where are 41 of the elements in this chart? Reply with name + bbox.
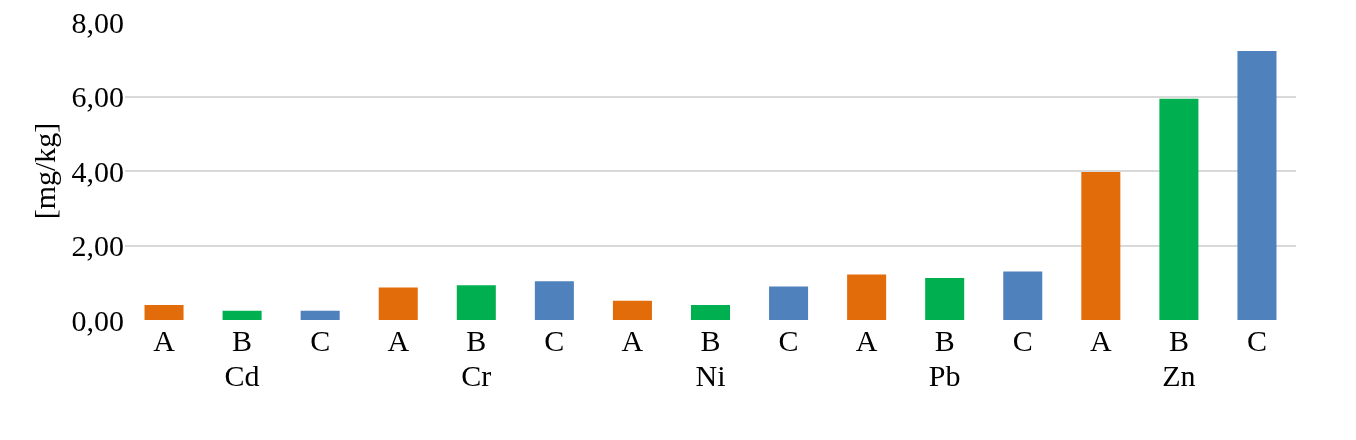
text: B — [700, 324, 721, 357]
text: C — [1246, 324, 1267, 357]
text: B — [934, 324, 955, 357]
bar — [534, 281, 574, 320]
bar — [1081, 172, 1121, 320]
x-tick-label: Pb — [928, 359, 961, 392]
bar — [612, 300, 652, 320]
x-tick-label: Cd — [224, 359, 260, 392]
y-tick-label: 4,00 — [71, 154, 124, 188]
text: C — [778, 324, 799, 357]
text: C — [544, 324, 565, 357]
y-axis-title: [mg/kg] — [28, 122, 61, 220]
bar — [456, 285, 496, 320]
text: A — [855, 324, 878, 357]
text: B — [466, 324, 487, 357]
text: A — [621, 324, 644, 357]
series-label: B — [232, 324, 253, 357]
x-tick-label: Zn — [1162, 359, 1196, 392]
bar — [144, 305, 184, 320]
text: A — [387, 324, 410, 357]
bar — [1237, 51, 1277, 320]
x-tick-label: Ni — [695, 359, 726, 392]
bar — [222, 310, 262, 320]
text: A — [1089, 324, 1112, 357]
x-tick-label: Cr — [461, 359, 492, 392]
y-tick-label: 2,00 — [71, 229, 124, 262]
bar — [690, 305, 731, 320]
text: B — [1168, 324, 1189, 357]
series-label: A — [153, 324, 176, 357]
bar — [1003, 271, 1043, 320]
bar — [1159, 98, 1199, 320]
text: C — [1012, 324, 1033, 357]
bar — [769, 286, 809, 320]
bar — [847, 274, 887, 320]
series-label: C — [310, 324, 331, 357]
y-tick-label: 8,00 — [71, 5, 124, 39]
bar — [300, 310, 340, 320]
y-tick-label: 6,00 — [71, 80, 124, 113]
bar — [378, 287, 418, 320]
y-tick-label: 0,00 — [71, 303, 124, 337]
bar — [925, 277, 965, 320]
